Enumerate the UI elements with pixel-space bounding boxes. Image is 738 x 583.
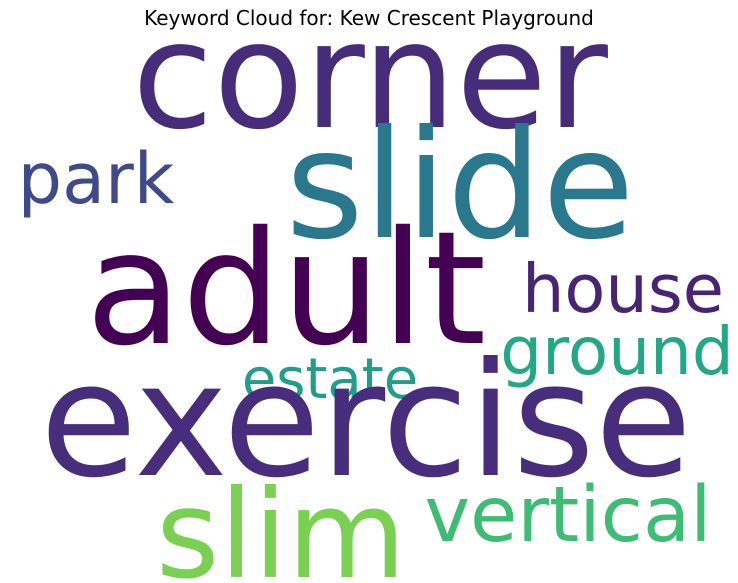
word-slide: slide — [286, 99, 635, 273]
chart-title: Keyword Cloud for: Kew Crescent Playgrou… — [144, 6, 594, 30]
word-slim: slim — [156, 464, 406, 583]
word-adult: adult — [86, 198, 487, 381]
word-corner: corner — [132, 0, 608, 162]
word-exercise: exercise — [40, 329, 692, 513]
word-house: house — [522, 250, 724, 328]
word-ground: ground — [500, 313, 734, 390]
word-estate: estate — [242, 347, 418, 412]
word-park: park — [18, 138, 175, 220]
word-vertical: vertical — [424, 471, 711, 560]
